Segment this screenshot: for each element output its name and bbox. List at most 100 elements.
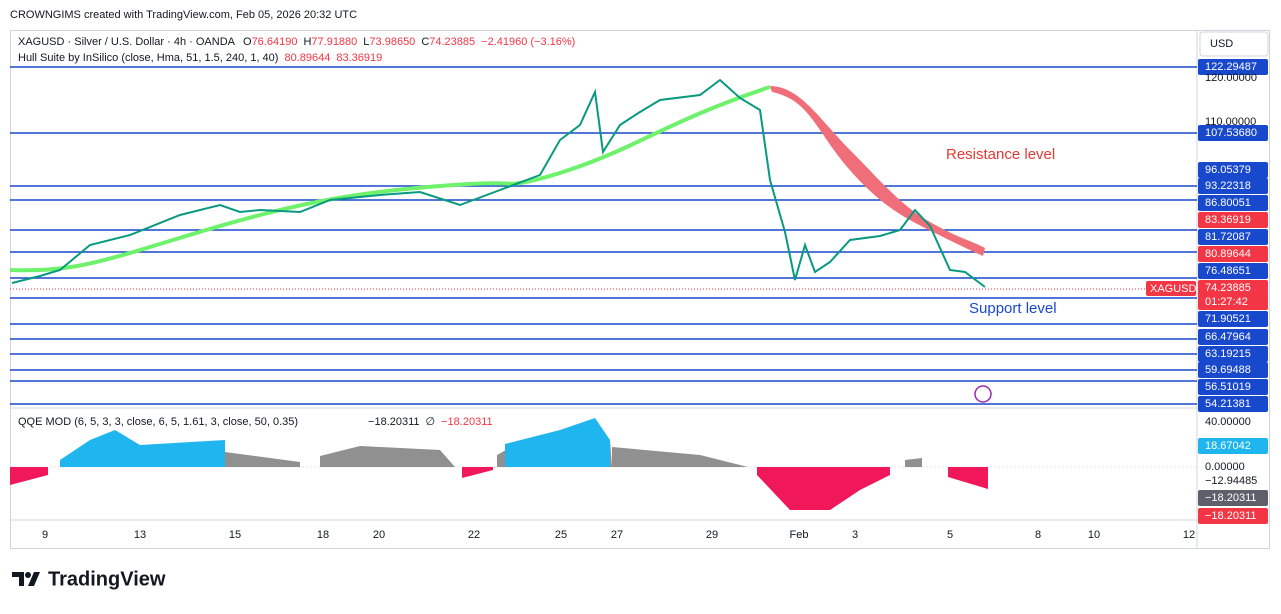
qqe-name: QQE MOD (6, 5, 3, 3, close, 6, 5, 1.61, …	[18, 416, 298, 428]
price-label: 66.47964	[1205, 331, 1251, 343]
time-label: 9	[42, 529, 48, 541]
price-label: 63.19215	[1205, 348, 1251, 360]
indicator-label: −18.20311	[1205, 492, 1257, 504]
price-label-bg	[1198, 229, 1268, 245]
price-label-bg	[1198, 396, 1268, 412]
qqe-blue-2	[505, 418, 610, 467]
axes: 122.29487120.00000110.00000107.5368096.0…	[42, 59, 1268, 541]
price-label-bg	[1198, 379, 1268, 395]
legend-symbol: XAGUSD · Silver / U.S. Dollar · 4h · OAN…	[18, 36, 575, 48]
qqe-sym: ∅	[426, 416, 436, 428]
hull-v2: 83.36919	[336, 52, 382, 64]
price-label: 122.29487	[1205, 61, 1257, 73]
indicator-label-bg	[1198, 508, 1268, 524]
indicator-label-bg	[1198, 438, 1268, 454]
time-label: 15	[229, 529, 241, 541]
time-label: 20	[373, 529, 385, 541]
price-label-bg	[1198, 212, 1268, 228]
currency-box[interactable]	[1199, 31, 1269, 57]
indicator-label: −12.94485	[1205, 475, 1257, 487]
ohlc-key: C	[421, 36, 429, 48]
logo: TradingView	[12, 568, 166, 590]
time-label: 18	[317, 529, 329, 541]
price-label-bg	[1198, 280, 1268, 296]
price-label-bg	[1198, 59, 1268, 75]
price-label-bg	[1198, 246, 1268, 262]
price-label: 56.51019	[1205, 381, 1251, 393]
ohlc-value: 77.91880	[311, 36, 357, 48]
support-annotation: Support level	[969, 300, 1057, 317]
hull-down	[770, 86, 985, 256]
qqe-v2: −18.20311	[441, 416, 493, 428]
price-label: 80.89644	[1205, 248, 1251, 260]
time-label: 10	[1088, 529, 1100, 541]
price-label: 71.90521	[1205, 313, 1251, 325]
qqe-red	[10, 467, 988, 510]
price-label: 96.05379	[1205, 164, 1251, 176]
hull-name: Hull Suite by InSilico (close, Hma, 51, …	[18, 52, 278, 64]
indicator-label: 18.67042	[1205, 440, 1251, 452]
price-label-bg	[1198, 178, 1268, 194]
ohlc-key: O	[243, 36, 252, 48]
legend-hull: Hull Suite by InSilico (close, Hma, 51, …	[18, 52, 382, 64]
hull-v1: 80.89644	[284, 52, 330, 64]
time-label: 13	[134, 529, 146, 541]
logo-dot	[25, 572, 31, 578]
caption: CROWNGIMS created with TradingView.com, …	[10, 9, 357, 21]
ohlc-value: 74.23885	[429, 36, 475, 48]
price-label-bg	[1198, 162, 1268, 178]
price-label: 59.69488	[1205, 364, 1251, 376]
price-label-bg	[1198, 125, 1268, 141]
price-label-bg	[1198, 346, 1268, 362]
time-label: 29	[706, 529, 718, 541]
price-label: 54.21381	[1205, 398, 1251, 410]
price-label: 74.23885	[1205, 282, 1251, 294]
price-label-bg	[1198, 263, 1268, 279]
price-label: 107.53680	[1205, 127, 1257, 139]
time-label: Feb	[790, 529, 809, 541]
currency: USD	[1210, 38, 1233, 50]
indicator-label: 0.00000	[1205, 461, 1245, 473]
ohlc-key: L	[363, 36, 369, 48]
logo-text: TradingView	[48, 568, 166, 590]
indicator-label: −18.20311	[1205, 510, 1257, 522]
qqe-v1: −18.20311	[368, 416, 420, 428]
legend-qqe: QQE MOD (6, 5, 3, 3, close, 6, 5, 1.61, …	[18, 416, 493, 428]
time-label: 25	[555, 529, 567, 541]
ohlc-key: H	[303, 36, 311, 48]
price-path	[11, 78, 986, 288]
price-label-bg	[1198, 362, 1268, 378]
price-label-bg	[1198, 294, 1268, 310]
logo-mark	[12, 572, 40, 586]
price-label-bg	[1198, 195, 1268, 211]
horizontal-levels	[10, 66, 1197, 405]
change: −2.41960 (−3.16%)	[481, 36, 575, 48]
event-icon[interactable]	[974, 385, 992, 403]
resistance-annotation: Resistance level	[946, 146, 1055, 163]
time-label: 22	[468, 529, 480, 541]
time-label: 12	[1183, 529, 1195, 541]
symbol: XAGUSD · Silver / U.S. Dollar · 4h · OAN…	[18, 36, 236, 48]
indicator-label: 40.00000	[1205, 416, 1251, 428]
ohlc-value: 73.98650	[369, 36, 415, 48]
ohlc-value: 76.64190	[252, 36, 298, 48]
price-label-bg	[1198, 329, 1268, 345]
price-label: 120.00000	[1205, 72, 1257, 84]
hull-up	[9, 85, 771, 273]
price-label: 01:27:42	[1205, 296, 1248, 308]
indicator-label-bg	[1198, 490, 1268, 506]
price-label: 110.00000	[1205, 116, 1256, 128]
price-label: 93.22318	[1205, 180, 1251, 192]
price-label: 86.80051	[1205, 197, 1251, 209]
time-label: 8	[1035, 529, 1041, 541]
price-label: 76.48651	[1205, 265, 1251, 277]
price-label: 83.36919	[1205, 214, 1251, 226]
price-label: 81.72087	[1205, 231, 1251, 243]
price-label-bg	[1198, 311, 1268, 327]
symbol-tag-bg	[1146, 281, 1196, 296]
legend: XAGUSD · Silver / U.S. Dollar · 4h · OAN…	[18, 36, 575, 428]
qqe-blue	[60, 430, 225, 467]
time-label: 3	[852, 529, 858, 541]
